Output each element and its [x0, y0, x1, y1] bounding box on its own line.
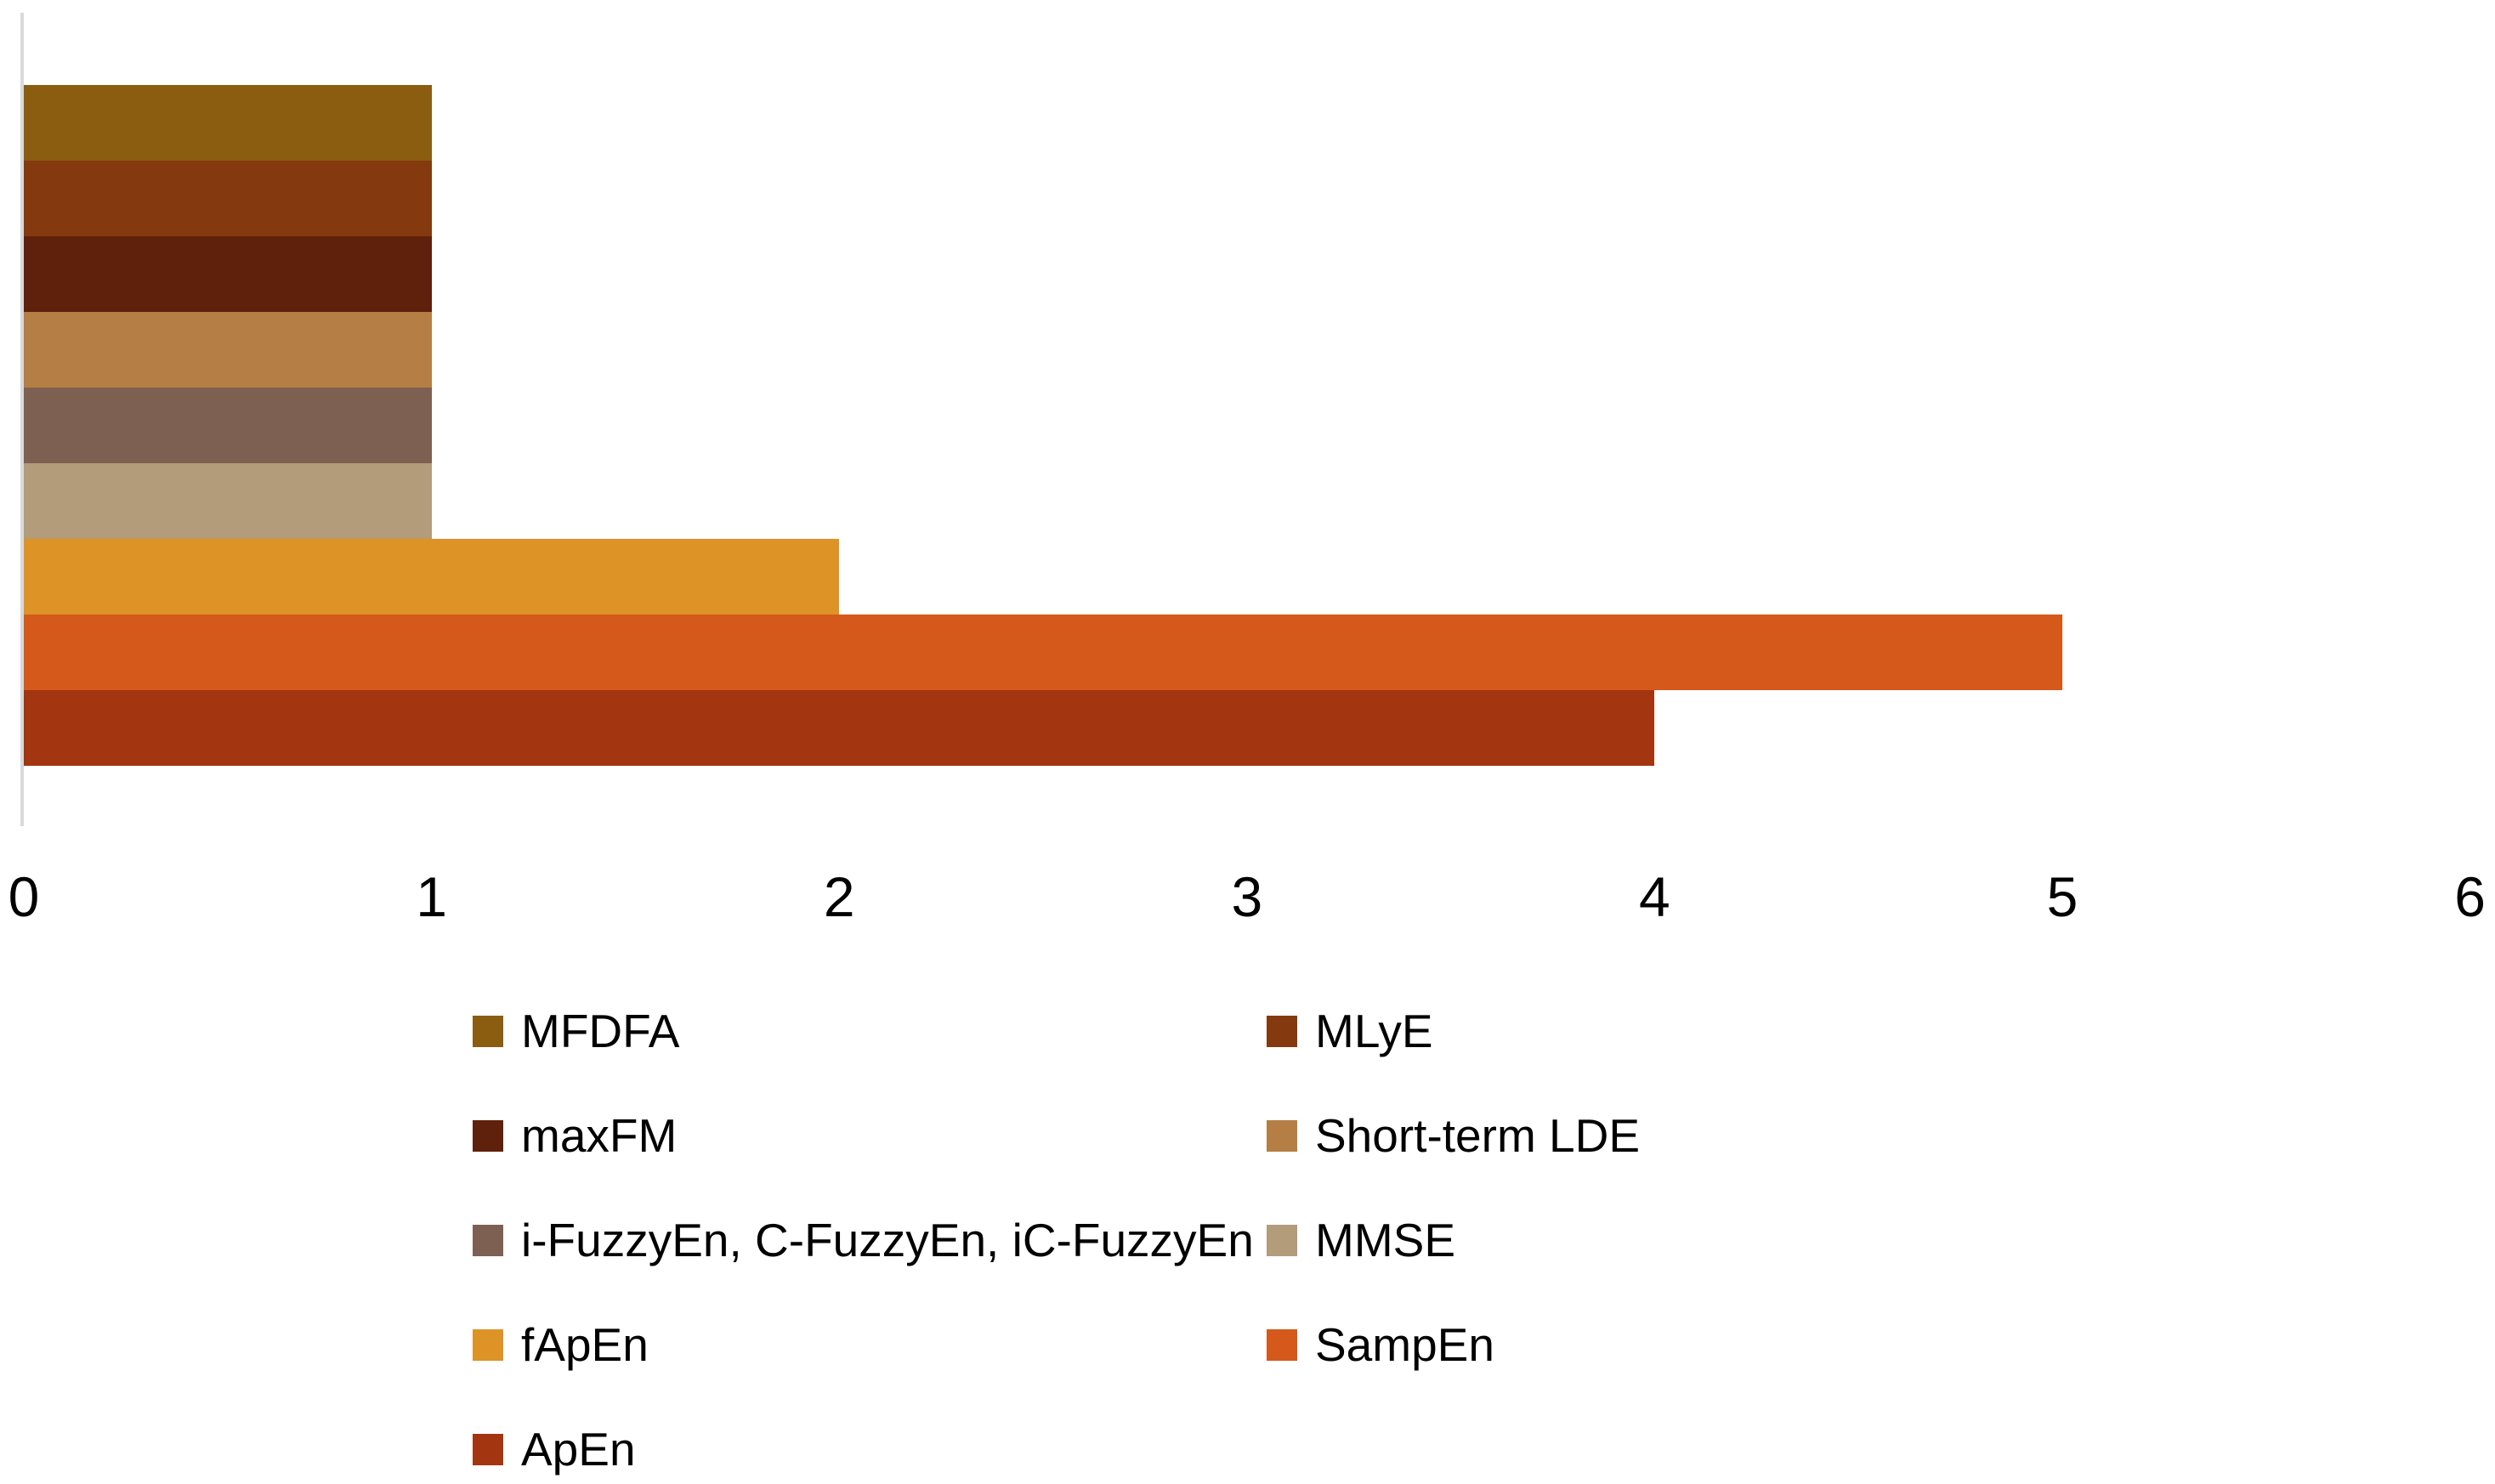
legend-item-maxfm: maxFM: [473, 1113, 677, 1159]
category-axis-line: [20, 13, 24, 826]
legend-swatch-icon: [473, 1120, 503, 1152]
bar-short-term-lde: [24, 312, 432, 388]
x-tick-label-1: 1: [416, 865, 447, 928]
legend-label: i-FuzzyEn, C-FuzzyEn, iC-FuzzyEn: [521, 1214, 1254, 1266]
x-tick-label-0: 0: [8, 865, 40, 928]
legend-swatch-icon: [1267, 1225, 1297, 1256]
legend-swatch-icon: [473, 1016, 503, 1047]
legend-swatch-icon: [473, 1329, 503, 1361]
x-tick-label-3: 3: [1231, 865, 1263, 928]
legend-label: MLyE: [1315, 1005, 1433, 1057]
legend-item-mfdfa: MFDFA: [473, 1008, 679, 1055]
bar-i-fuzzyen-c-fuzzyen-ic-fuzzyen: [24, 388, 432, 463]
legend-label: Short-term LDE: [1315, 1109, 1641, 1162]
bar-mlye: [24, 161, 432, 236]
legend-swatch-icon: [1267, 1016, 1297, 1047]
legend-label: fApEn: [521, 1318, 649, 1371]
bar-apen: [24, 690, 1655, 766]
x-tick-label-2: 2: [823, 865, 855, 928]
legend-item-fapen: fApEn: [473, 1322, 649, 1368]
bar-fapen: [24, 539, 840, 615]
legend-swatch-icon: [473, 1434, 503, 1465]
legend-swatch-icon: [1267, 1120, 1297, 1152]
legend-item-short-term-lde: Short-term LDE: [1267, 1113, 1640, 1159]
legend-item-i-fuzzyen-c-fuzzyen-ic-fuzzyen: i-FuzzyEn, C-FuzzyEn, iC-FuzzyEn: [473, 1217, 1254, 1264]
legend-swatch-icon: [473, 1225, 503, 1256]
legend-swatch-icon: [1267, 1329, 1297, 1361]
bar-maxfm: [24, 236, 432, 312]
x-tick-label-6: 6: [2454, 865, 2486, 928]
legend-item-apen: ApEn: [473, 1426, 636, 1473]
x-tick-label-5: 5: [2046, 865, 2078, 928]
legend-label: maxFM: [521, 1109, 678, 1162]
legend-label: MMSE: [1315, 1214, 1455, 1266]
legend-item-mmse: MMSE: [1267, 1217, 1455, 1264]
bar-mmse: [24, 463, 432, 539]
x-tick-label-4: 4: [1639, 865, 1670, 928]
bar-mfdfa: [24, 85, 432, 161]
legend-label: SampEn: [1315, 1318, 1494, 1371]
legend-item-mlye: MLyE: [1267, 1008, 1433, 1055]
legend-label: ApEn: [521, 1423, 636, 1476]
legend-item-sampen: SampEn: [1267, 1322, 1494, 1368]
legend-label: MFDFA: [521, 1005, 680, 1057]
bar-sampen: [24, 615, 2062, 690]
